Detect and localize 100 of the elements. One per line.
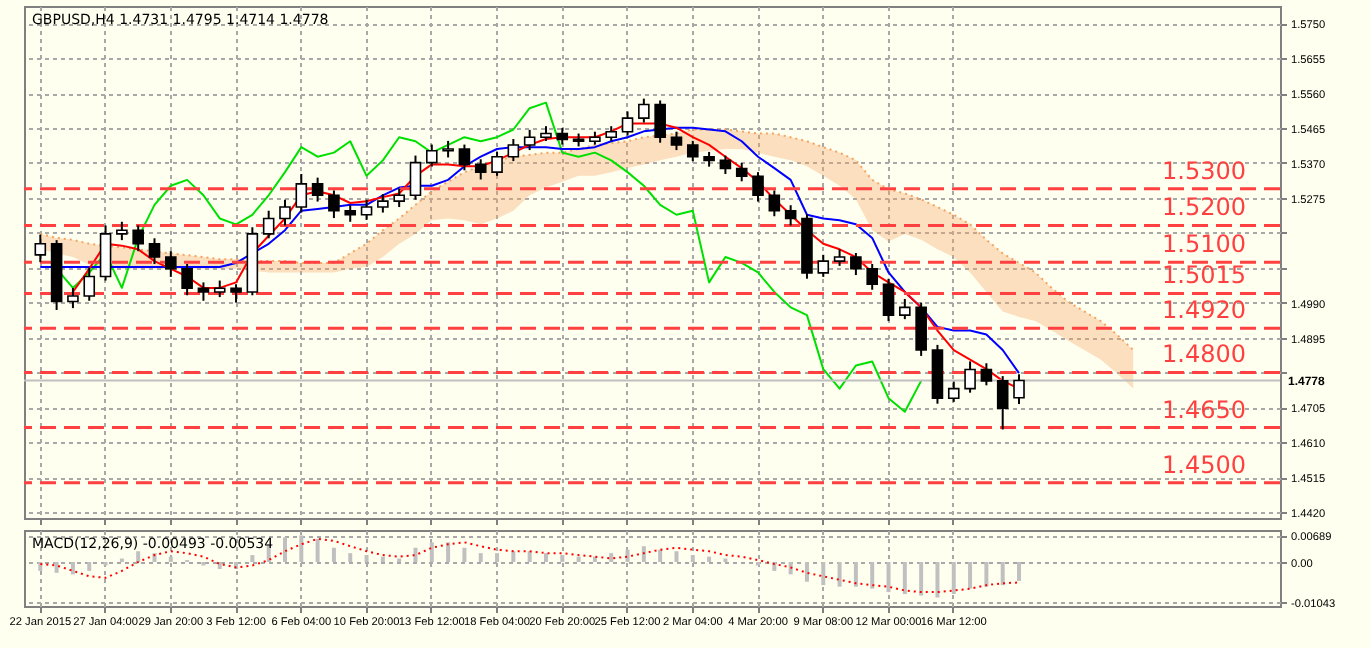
candlestick [654, 99, 666, 144]
bar [984, 562, 989, 587]
bar [543, 553, 548, 563]
candlestick [507, 138, 520, 163]
bar [282, 537, 287, 563]
bar [919, 562, 924, 596]
bar [560, 555, 565, 563]
bar [886, 562, 891, 593]
candlestick [311, 176, 324, 203]
candlestick [670, 130, 683, 152]
bar [674, 551, 679, 563]
candlestick [83, 266, 96, 302]
bar [1017, 562, 1022, 581]
candlestick [425, 143, 438, 168]
bar [690, 555, 695, 563]
bar [462, 547, 467, 563]
ref-line-label: 1.4650 [1162, 395, 1246, 424]
bar [625, 549, 630, 563]
bar [609, 553, 614, 563]
bar [804, 562, 809, 582]
candlestick [165, 250, 177, 278]
bar [641, 546, 646, 563]
candlestick [377, 193, 389, 214]
bar [707, 556, 712, 563]
ref-line-label: 1.5100 [1162, 230, 1246, 259]
candlestick [735, 161, 748, 183]
candlestick [197, 281, 210, 302]
candlestick [784, 204, 797, 227]
bar [951, 562, 956, 595]
bar [821, 562, 826, 586]
candlestick [67, 286, 79, 310]
bar [935, 562, 940, 598]
candlestick [915, 301, 927, 357]
candlestick [116, 220, 128, 242]
ref-line-label: 1.4920 [1162, 296, 1246, 325]
candlestick [328, 189, 340, 220]
candlestick [99, 224, 112, 282]
candlestick [409, 154, 422, 201]
bar [511, 551, 516, 563]
candlestick [980, 362, 993, 387]
candlestick [474, 158, 487, 181]
candlestick [638, 97, 650, 124]
candlestick [360, 198, 373, 221]
candlestick [262, 209, 275, 240]
ref-line-label: 1.5200 [1162, 193, 1246, 222]
candlestick [817, 253, 830, 278]
bar [250, 555, 255, 563]
bar [87, 562, 92, 571]
candlestick [866, 263, 879, 291]
bar [168, 556, 173, 563]
candlestick [768, 189, 781, 218]
bar [870, 562, 875, 589]
bar [788, 562, 793, 575]
ref-line-label: 1.4500 [1162, 450, 1246, 479]
bar [380, 556, 385, 563]
candlestick [295, 172, 308, 214]
bar [364, 555, 369, 563]
candlestick [899, 297, 911, 321]
candlestick [1013, 373, 1025, 406]
candlestick [393, 187, 405, 209]
candlestick [621, 110, 634, 137]
ref-line-label: 1.4800 [1162, 340, 1246, 369]
bar [331, 547, 336, 563]
bar [70, 562, 75, 575]
candlestick [752, 171, 764, 203]
bar [837, 562, 842, 587]
bar [1000, 562, 1005, 586]
bar [478, 553, 483, 563]
bar [527, 551, 532, 563]
candlestick [132, 224, 144, 253]
candlestick [850, 251, 862, 277]
bar [299, 535, 304, 563]
candlestick [279, 198, 291, 227]
candlestick [964, 360, 976, 394]
bar [429, 542, 434, 563]
candlestick [996, 375, 1009, 431]
bar [136, 551, 141, 563]
candlestick [686, 139, 699, 163]
bar [54, 562, 59, 573]
bar [968, 562, 973, 589]
candlestick [458, 143, 471, 172]
candlestick [181, 263, 193, 297]
bar [446, 542, 451, 563]
candlestick [523, 128, 536, 152]
bar [658, 549, 663, 563]
bar [217, 562, 222, 569]
candlestick [34, 233, 47, 264]
bar [413, 547, 418, 563]
candlestick [947, 380, 960, 403]
bar [348, 553, 353, 563]
ref-line-label: 1.5015 [1162, 261, 1246, 290]
candlestick [719, 154, 732, 175]
bar [495, 553, 500, 563]
bar [576, 556, 581, 563]
candlestick [882, 277, 895, 322]
bar [902, 562, 907, 595]
ref-line-label: 1.5300 [1162, 156, 1246, 185]
candlestick [491, 150, 503, 177]
candlestick [148, 237, 161, 266]
bar [315, 538, 320, 563]
